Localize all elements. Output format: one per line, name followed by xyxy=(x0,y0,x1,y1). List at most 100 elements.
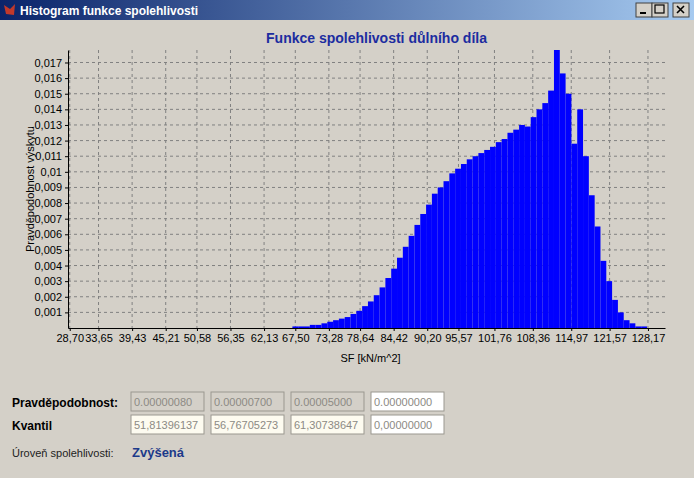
histogram-bar xyxy=(600,261,606,328)
tick-mark xyxy=(65,297,68,298)
histogram-bar xyxy=(391,269,397,328)
tick: 0,015 xyxy=(34,88,68,100)
grid-line xyxy=(68,93,665,94)
tick-label: 45,21 xyxy=(152,332,180,344)
histogram-bar xyxy=(478,153,484,328)
tick: 84,42 xyxy=(380,328,408,344)
field-value: 61,30738647 xyxy=(294,419,358,431)
tick: 56,35 xyxy=(217,328,245,344)
app-icon xyxy=(4,4,15,15)
tick-label: 78,64 xyxy=(347,332,375,344)
tick-mark xyxy=(132,328,133,331)
tick: 67,50 xyxy=(282,328,310,344)
histogram-bar xyxy=(531,117,537,328)
histogram-bar xyxy=(560,73,566,328)
tick: 114,97 xyxy=(555,328,588,344)
title-bar xyxy=(0,0,694,20)
tick: 33,65 xyxy=(85,328,113,344)
grid-line xyxy=(196,50,197,328)
histogram-bar xyxy=(513,130,519,328)
text-field: 51,81396137 xyxy=(131,415,204,434)
tick-mark xyxy=(648,328,649,331)
field-value: 56,76705273 xyxy=(214,419,278,431)
histogram-bar xyxy=(502,139,508,328)
tick-label: 73,28 xyxy=(316,332,344,344)
text-field[interactable]: 0,00000000 xyxy=(371,415,444,434)
reliability-level: Zvýšená xyxy=(132,445,185,460)
tick: 0,016 xyxy=(34,72,68,84)
tick-mark xyxy=(360,328,361,331)
minimize-button[interactable] xyxy=(636,3,652,17)
histogram-bar xyxy=(490,147,496,328)
tick-mark xyxy=(427,328,428,331)
tick-label: 121,57 xyxy=(593,332,627,344)
histogram-bar xyxy=(420,214,426,328)
histogram-bar xyxy=(595,226,601,328)
tick: 78,64 xyxy=(347,328,375,344)
tick-label: 0,013 xyxy=(34,119,62,131)
field-label: Pravděpodobnost: xyxy=(12,396,118,410)
close-button[interactable] xyxy=(673,3,689,17)
histogram-bar xyxy=(310,325,316,328)
tick: 0,013 xyxy=(34,119,68,131)
histogram-bar xyxy=(397,258,403,328)
histogram-bar xyxy=(345,317,351,328)
tick-mark xyxy=(65,172,68,173)
tick-mark xyxy=(65,234,68,235)
histogram-bar xyxy=(298,326,304,328)
tick-label: 0,014 xyxy=(34,103,62,115)
tick-mark xyxy=(99,328,100,331)
tick-mark xyxy=(65,203,68,204)
histogram-bar xyxy=(426,205,432,328)
tick-label: 33,65 xyxy=(85,332,113,344)
tick-label: 0,015 xyxy=(34,88,62,100)
grid-line xyxy=(360,50,361,328)
histogram-bar xyxy=(409,236,415,328)
histogram-bar xyxy=(496,142,502,328)
axis-line xyxy=(68,51,69,329)
text-field[interactable]: 0.00000000 xyxy=(371,392,444,411)
tick-mark xyxy=(65,266,68,267)
histogram-bar xyxy=(368,301,374,328)
tick: 50,58 xyxy=(184,328,212,344)
tick-label: 0,001 xyxy=(34,306,62,318)
histogram-bar xyxy=(542,103,548,328)
grid-line xyxy=(69,50,70,328)
tick: 121,57 xyxy=(593,328,627,344)
tick-label: 39,43 xyxy=(119,332,147,344)
grid-line xyxy=(68,78,665,79)
histogram-bar xyxy=(548,91,554,328)
grid-line xyxy=(264,50,265,328)
histogram-bar xyxy=(403,247,409,328)
histogram-bar xyxy=(351,314,357,328)
tick: 0,017 xyxy=(34,57,68,69)
histogram-bar xyxy=(467,159,473,328)
tick-label: 28,70 xyxy=(56,332,84,344)
tick: 0,001 xyxy=(34,306,68,318)
histogram-bar xyxy=(571,144,577,328)
tick-mark xyxy=(197,328,198,331)
tick-mark xyxy=(65,94,68,95)
maximize-button[interactable] xyxy=(652,3,668,17)
tick-mark xyxy=(65,187,68,188)
tick-mark xyxy=(264,328,265,331)
tick: 0,005 xyxy=(34,244,68,256)
histogram-bar xyxy=(484,150,490,328)
grid-line xyxy=(68,140,665,141)
tick-label: 0,012 xyxy=(34,135,62,147)
field-label: Kvantil xyxy=(12,419,52,433)
field-value: 0.00000080 xyxy=(134,396,192,408)
histogram-bar xyxy=(554,50,560,328)
tick-mark xyxy=(65,219,68,220)
grid-line xyxy=(68,62,665,63)
tick-label: 0,011 xyxy=(35,150,62,162)
tick-label: 62,13 xyxy=(251,332,279,344)
tick-mark xyxy=(65,156,68,157)
tick-mark xyxy=(533,328,534,331)
histogram-bar xyxy=(461,164,467,328)
histogram-bar xyxy=(333,320,339,328)
grid-line xyxy=(132,50,133,328)
chart-title: Funkce spolehlivosti důlního díla xyxy=(266,30,487,46)
tick: 90,20 xyxy=(414,328,442,344)
field-value: 0.00005000 xyxy=(294,396,352,408)
